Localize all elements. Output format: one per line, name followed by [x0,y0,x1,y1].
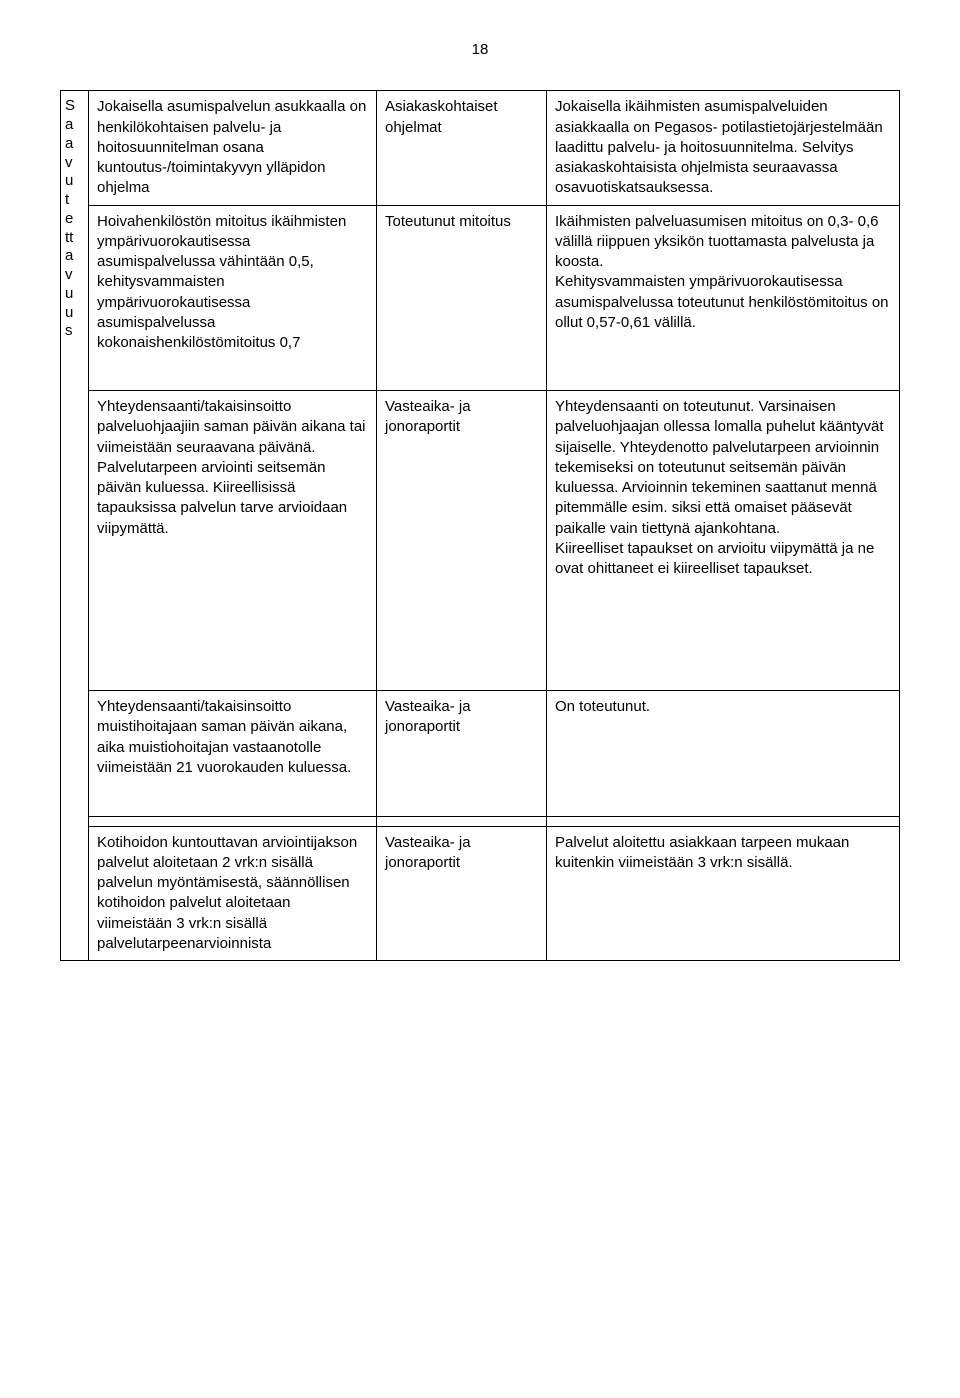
table-cell: Jokaisella asumispalvelun asukkaalla on … [89,91,377,205]
table-cell: Ikäihmisten palveluasumisen mitoitus on … [547,205,900,816]
table-row: Hoivahenkilöstön mitoitus ikäihmisten ym… [61,205,900,816]
document-page: 18 Saavutettavuus Jokaisella asumispalve… [0,0,960,1021]
inner-cell: Yhteydensaanti/takaisinsoitto palveluohj… [89,391,376,691]
inner-cell: Vasteaika- ja jonoraportit [377,691,546,816]
side-label-char: a [65,247,84,266]
table-cell: Kotihoidon kuntouttavan arviointijakson … [89,826,377,961]
table-cell: Toteutunut mitoitus Vasteaika- ja jonora… [377,205,547,816]
inner-cell: Yhteydensaanti on toteutunut. Varsinaise… [547,391,899,691]
table-row [61,816,900,826]
side-label-cell: Saavutettavuus [61,91,89,961]
side-label-char: a [65,135,84,154]
table-cell: Jokaisella ikäihmisten asumispalveluiden… [547,91,900,205]
table-row: Kotihoidon kuntouttavan arviointijakson … [61,826,900,961]
side-label-char: v [65,266,84,285]
inner-table: Ikäihmisten palveluasumisen mitoitus on … [547,206,899,816]
table-cell: Hoivahenkilöstön mitoitus ikäihmisten ym… [89,205,377,816]
side-label-char: u [65,285,84,304]
inner-cell: On toteutunut. [547,691,899,816]
side-label-char: v [65,154,84,173]
inner-cell: Ikäihmisten palveluasumisen mitoitus on … [547,206,899,391]
inner-table: Hoivahenkilöstön mitoitus ikäihmisten ym… [89,206,376,785]
table-cell: Vasteaika- ja jonoraportit [377,826,547,961]
page-number: 18 [60,40,900,60]
main-table: Saavutettavuus Jokaisella asumispalvelun… [60,90,900,961]
table-spacer-row: Saavutettavuus Jokaisella asumispalvelun… [61,91,900,205]
side-label-char: u [65,172,84,191]
side-label-char: e [65,210,84,229]
inner-cell: Toteutunut mitoitus [377,206,546,391]
side-label-char: u [65,304,84,323]
side-label-char: t [65,191,84,210]
side-label-char: s [65,322,84,341]
table-cell [377,816,547,826]
inner-cell: Hoivahenkilöstön mitoitus ikäihmisten ym… [89,206,376,391]
side-label-char: tt [65,229,84,248]
table-cell: Asiakaskohtaiset ohjelmat [377,91,547,205]
side-label-char: a [65,116,84,135]
table-cell [547,816,900,826]
inner-cell: Vasteaika- ja jonoraportit [377,391,546,691]
table-cell [89,816,377,826]
inner-cell: Yhteydensaanti/takaisinsoitto muistihoit… [89,691,376,785]
table-cell: Palvelut aloitettu asiakkaan tarpeen muk… [547,826,900,961]
inner-table: Toteutunut mitoitus Vasteaika- ja jonora… [377,206,546,816]
side-label-char: S [65,97,84,116]
